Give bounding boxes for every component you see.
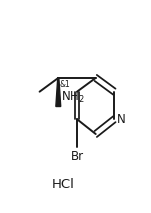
Text: Br: Br [70, 150, 84, 163]
Text: NH$_2$: NH$_2$ [61, 90, 85, 105]
Text: HCl: HCl [52, 178, 75, 191]
Text: &1: &1 [59, 80, 70, 89]
Text: N: N [117, 113, 126, 126]
Polygon shape [56, 78, 61, 106]
